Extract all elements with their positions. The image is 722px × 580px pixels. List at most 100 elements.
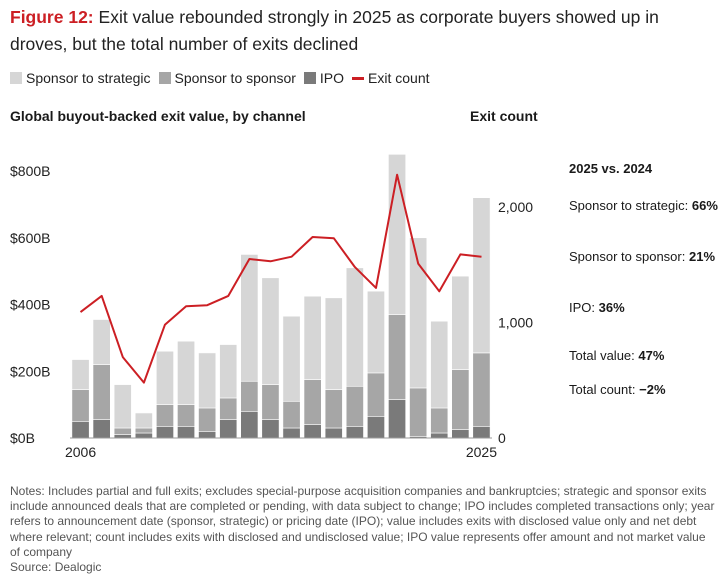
figure-title-text: Exit value rebounded strongly in 2025 as…: [10, 7, 659, 54]
bar-sponsor-to-sponsor-2011: [177, 404, 196, 427]
exit-value-chart: $0B $200B $400B $600B $800B 0 1,000 2,000 2006 20…: [10, 154, 533, 460]
bar-sponsor-to-strategic-2009: [134, 412, 153, 429]
bar-sponsor-to-strategic-2015: [261, 277, 280, 385]
bar-sponsor-to-sponsor-2021: [388, 314, 407, 400]
left-axis-tick-label: $200B: [10, 363, 50, 379]
bar-ipo-2015: [261, 419, 280, 439]
bar-sponsor-to-sponsor-2013: [219, 397, 238, 420]
figure-title: Figure 12: Exit value rebounded strongly…: [10, 4, 715, 58]
bar-ipo-2008: [113, 434, 132, 439]
right-axis-title: Exit count: [470, 108, 538, 124]
panel-total-value: Total value: 47%: [569, 347, 719, 364]
bar-sponsor-to-sponsor-2006: [71, 389, 90, 422]
right-axis-tick-label: 0: [498, 430, 506, 446]
legend-swatch: [303, 72, 316, 84]
bar-ipo-2024: [451, 429, 470, 439]
chart-legend: Sponsor to strategic Sponsor to sponsor …: [10, 70, 438, 86]
bar-ipo-2019: [345, 426, 364, 439]
bar-sponsor-to-sponsor-2019: [345, 385, 364, 427]
left-axis-tick-label: $400B: [10, 297, 50, 313]
legend-label: Sponsor to strategic: [26, 70, 151, 86]
right-axis-tick-label: 2,000: [498, 199, 533, 215]
x-axis-tick-label: 2025: [466, 444, 497, 460]
panel-total-count: Total count: −2%: [569, 381, 719, 398]
bar-ipo-2017: [303, 424, 322, 439]
bar-sponsor-to-strategic-2014: [240, 254, 259, 382]
panel-value: −2%: [639, 382, 666, 397]
bar-ipo-2021: [388, 399, 407, 439]
x-axis-tick-label: 2006: [65, 444, 96, 460]
bar-ipo-2016: [282, 427, 301, 439]
legend-label: IPO: [319, 70, 345, 86]
legend-label: Sponsor to sponsor: [174, 70, 296, 86]
bar-ipo-2020: [366, 416, 385, 439]
legend-swatch: [10, 72, 22, 84]
bar-sponsor-to-strategic-2022: [409, 237, 428, 389]
bar-sponsor-to-sponsor-2012: [198, 407, 217, 432]
panel-label: IPO:: [569, 300, 596, 315]
bar-sponsor-to-sponsor-2022: [409, 387, 428, 437]
legend-item-ipo: IPO: [303, 70, 345, 86]
panel-label: Total value:: [569, 348, 635, 363]
notes: Notes: Includes partial and full exits; …: [10, 484, 715, 575]
legend-label: Exit count: [368, 70, 430, 86]
bar-sponsor-to-sponsor-2015: [261, 384, 280, 420]
bar-sponsor-to-sponsor-2018: [324, 389, 343, 429]
bar-sponsor-to-strategic-2008: [113, 384, 132, 429]
bar-sponsor-to-sponsor-2010: [155, 404, 174, 427]
bar-sponsor-to-strategic-2012: [198, 352, 217, 409]
bar-ipo-2011: [177, 426, 196, 439]
bar-ipo-2023: [430, 432, 449, 439]
bar-sponsor-to-strategic-2011: [177, 340, 196, 405]
bar-sponsor-to-sponsor-2007: [92, 364, 111, 420]
bar-sponsor-to-sponsor-2023: [430, 407, 449, 434]
bar-sponsor-to-strategic-2019: [345, 267, 364, 387]
legend-item-sponsor-to-sponsor: Sponsor to sponsor: [158, 70, 296, 86]
panel-value: 47%: [638, 348, 665, 363]
notes-text: Notes: Includes partial and full exits; …: [10, 484, 715, 559]
panel-sponsor-to-strategic: Sponsor to strategic: 66%: [569, 197, 719, 214]
bar-ipo-2025: [472, 426, 491, 439]
panel-value: 36%: [598, 300, 625, 315]
left-axis-tick-label: $800B: [10, 163, 50, 179]
bar-sponsor-to-sponsor-2017: [303, 379, 322, 425]
bar-sponsor-to-strategic-2017: [303, 295, 322, 380]
legend-swatch: [352, 76, 365, 80]
bar-sponsor-to-sponsor-2008: [113, 427, 132, 435]
panel-sponsor-to-sponsor: Sponsor to sponsor: 21%: [569, 248, 719, 265]
panel-label: Sponsor to strategic:: [569, 198, 689, 213]
right-axis-tick-label: 1,000: [498, 315, 533, 331]
panel-label: Total count:: [569, 382, 636, 397]
bar-sponsor-to-strategic-2023: [430, 320, 449, 409]
bar-sponsor-to-sponsor-2009: [134, 427, 153, 434]
bar-sponsor-to-sponsor-2014: [240, 380, 259, 412]
panel-heading: 2025 vs. 2024: [569, 161, 653, 176]
figure-label: Figure 12:: [10, 7, 94, 27]
chart-title: Global buyout-backed exit value, by chan…: [10, 108, 306, 124]
bar-sponsor-to-strategic-2016: [282, 315, 301, 402]
panel-ipo: IPO: 36%: [569, 299, 719, 316]
bar-sponsor-to-sponsor-2020: [366, 372, 385, 417]
bar-sponsor-to-strategic-2020: [366, 290, 385, 374]
source-text: Source: Dealogic: [10, 560, 102, 575]
bar-ipo-2009: [134, 432, 153, 439]
panel-value: 66%: [691, 198, 718, 213]
bar-sponsor-to-strategic-2013: [219, 344, 238, 399]
bar-sponsor-to-strategic-2018: [324, 297, 343, 390]
bar-sponsor-to-sponsor-2025: [472, 352, 491, 427]
bar-sponsor-to-sponsor-2024: [451, 369, 470, 430]
left-axis-tick-label: $0B: [10, 430, 35, 446]
bar-ipo-2013: [219, 419, 238, 439]
legend-item-sponsor-to-strategic: Sponsor to strategic: [10, 70, 151, 86]
panel-value: 21%: [688, 249, 716, 264]
bar-sponsor-to-strategic-2007: [92, 319, 111, 365]
bar-sponsor-to-strategic-2006: [71, 359, 90, 390]
bar-ipo-2018: [324, 427, 343, 439]
bar-ipo-2010: [155, 426, 174, 439]
legend-item-exit-count: Exit count: [352, 70, 430, 86]
bar-sponsor-to-sponsor-2016: [282, 400, 301, 429]
bar-sponsor-to-strategic-2024: [451, 275, 470, 370]
bar-ipo-2012: [198, 431, 217, 439]
bar-ipo-2014: [240, 410, 259, 439]
bar-ipo-2006: [71, 421, 90, 439]
